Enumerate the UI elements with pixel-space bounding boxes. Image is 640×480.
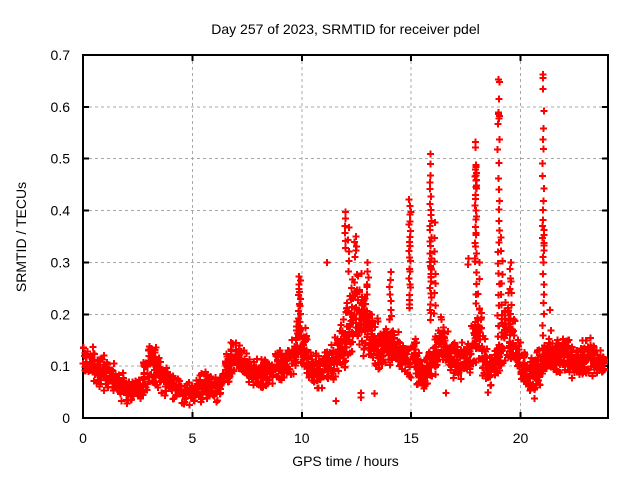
y-tick-label: 0.7 bbox=[51, 47, 71, 63]
y-tick-label: 0.3 bbox=[51, 254, 71, 270]
x-tick-label: 0 bbox=[79, 430, 87, 446]
y-tick-label: 0.6 bbox=[51, 99, 71, 115]
y-tick-label: 0.1 bbox=[51, 358, 71, 374]
x-tick-label: 5 bbox=[188, 430, 196, 446]
y-tick-label: 0 bbox=[62, 410, 70, 426]
plot-frame bbox=[82, 54, 609, 419]
x-axis-label: GPS time / hours bbox=[292, 453, 399, 469]
y-tick-label: 0.5 bbox=[51, 151, 71, 167]
x-tick-label: 20 bbox=[513, 430, 529, 446]
x-tick-label: 10 bbox=[294, 430, 310, 446]
y-tick-label: 0.4 bbox=[51, 203, 71, 219]
y-tick-label: 0.2 bbox=[51, 306, 71, 322]
x-tick-label: 15 bbox=[403, 430, 419, 446]
scatter-points bbox=[79, 71, 608, 409]
chart-title: Day 257 of 2023, SRMTID for receiver pde… bbox=[211, 21, 480, 37]
